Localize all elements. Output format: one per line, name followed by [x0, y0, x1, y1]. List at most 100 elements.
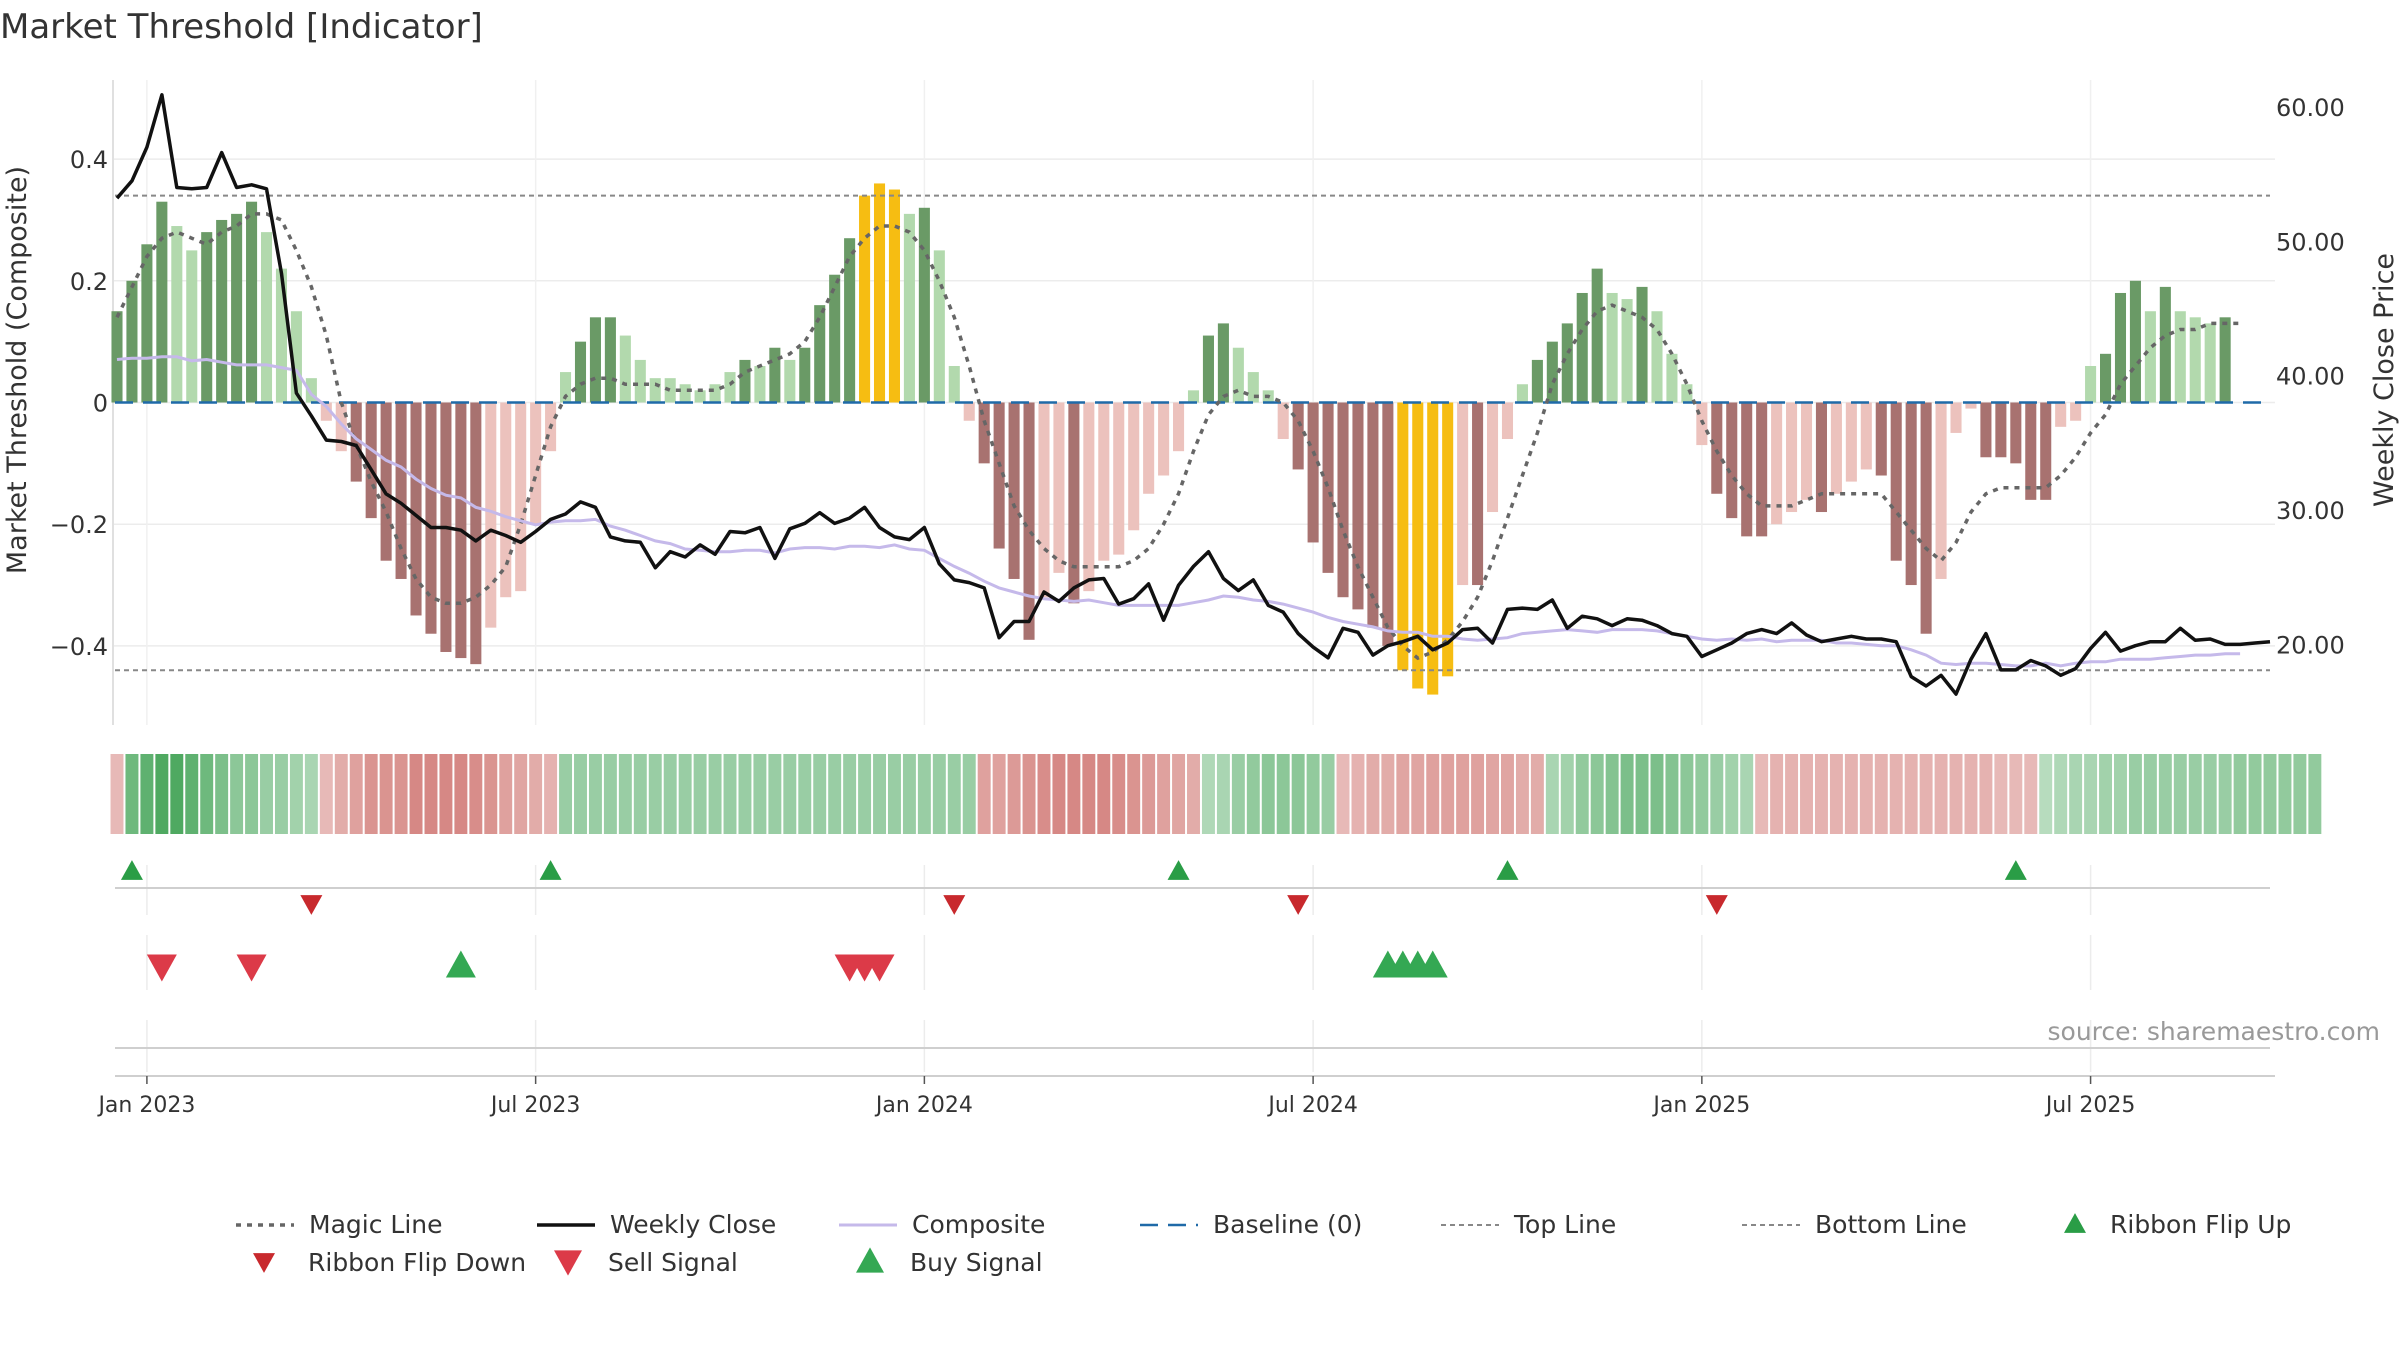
composite-bar	[1128, 402, 1140, 531]
ribbon-cell	[1770, 754, 1784, 834]
composite-bar	[1726, 402, 1738, 519]
ribbon-cell	[2069, 754, 2083, 834]
ribbon-cell	[2188, 754, 2202, 834]
composite-bar	[260, 232, 273, 403]
composite-bar	[888, 189, 901, 403]
ribbon-cell	[1336, 754, 1350, 834]
composite-bar	[380, 402, 392, 561]
ribbon-cell	[1994, 754, 2008, 834]
ribbon-cell	[185, 754, 199, 834]
ribbon-cell	[1725, 754, 1739, 834]
composite-bar	[634, 359, 646, 403]
legend-label: Top Line	[1513, 1210, 1616, 1239]
buy-signal-marker	[445, 950, 476, 978]
composite-bar	[111, 311, 123, 403]
composite-bar	[1457, 402, 1469, 586]
ribbon-cell	[1246, 754, 1260, 834]
composite-bar	[993, 402, 1005, 549]
ribbon-cell	[1575, 754, 1589, 834]
composite-bar	[769, 347, 781, 403]
composite-bar	[1815, 402, 1827, 513]
legend-swatch-ribbon-flip-up	[2064, 1213, 2086, 1233]
y-ticks-right: 60.00 50.00 40.00 30.00 20.00	[2276, 94, 2345, 660]
ribbon-cell	[574, 754, 587, 834]
ribbon-cell	[1979, 754, 1993, 834]
composite-bar	[2219, 317, 2231, 403]
ribbon-cell	[1157, 754, 1171, 834]
composite-bar	[1083, 402, 1095, 592]
ribbon-cell	[1381, 754, 1395, 834]
ribbon-cell	[1964, 754, 1978, 834]
ribbon-cell	[1844, 754, 1858, 834]
composite-bar	[335, 402, 347, 452]
composite-bar	[1038, 402, 1050, 598]
ribbon-cell	[678, 754, 692, 834]
y-tick-label-right: 60.00	[2276, 94, 2345, 122]
ribbon-cell	[2248, 754, 2262, 834]
ribbon-cell	[1366, 754, 1380, 834]
composite-bar	[275, 268, 287, 403]
composite-bar	[1756, 402, 1768, 537]
ribbon-cell	[588, 754, 602, 834]
ribbon-cell	[1605, 754, 1619, 834]
ribbon-cell	[873, 754, 886, 834]
ribbon-cell	[1486, 754, 1500, 834]
ribbon-cell	[1545, 754, 1559, 834]
composite-bar	[1875, 402, 1887, 476]
composite-bar	[1292, 402, 1304, 470]
composite-bar	[1322, 402, 1334, 573]
y-tick-label-left: −0.2	[50, 511, 108, 539]
composite-bar	[2189, 317, 2201, 403]
composite-line	[116, 355, 2241, 668]
ribbon-cell	[2203, 754, 2217, 834]
y-tick-label-left: 0.4	[70, 146, 108, 174]
legend-swatch-buy-signal	[856, 1247, 884, 1273]
composite-bar	[873, 183, 886, 403]
ribbon-cell	[1635, 754, 1649, 834]
composite-bar	[186, 250, 198, 403]
composite-bar	[739, 359, 751, 403]
composite-bar	[1711, 402, 1723, 494]
ribbon-cell	[2128, 754, 2142, 834]
ribbon-flip-down-marker	[943, 895, 966, 915]
composite-bar	[171, 226, 183, 403]
composite-bar	[530, 402, 542, 525]
ribbon-flip-up-marker	[539, 860, 562, 880]
ribbon-cell	[1142, 754, 1156, 834]
composite-bar	[290, 311, 302, 403]
composite-bar	[141, 244, 153, 403]
ribbon-cell	[1351, 754, 1365, 834]
ribbon-cell	[1456, 754, 1470, 834]
ribbon-cell	[155, 754, 169, 834]
ribbon-cell	[1695, 754, 1709, 834]
composite-bar	[1771, 402, 1783, 525]
legend-label: Baseline (0)	[1213, 1210, 1362, 1239]
ribbon-cell	[1560, 754, 1574, 834]
composite-bar	[1202, 335, 1214, 403]
ribbon-cell	[858, 754, 872, 834]
ribbon-cell	[1740, 754, 1754, 834]
ribbon-cell	[663, 754, 677, 834]
ribbon-cell	[1859, 754, 1873, 834]
ribbon-cell	[1680, 754, 1694, 834]
ribbon-cell	[230, 754, 244, 834]
composite-bar	[395, 402, 407, 579]
ribbon-cell	[2009, 754, 2023, 834]
sell-signal-marker	[236, 954, 267, 982]
composite-bar	[754, 365, 766, 403]
ribbon-cell	[1426, 754, 1440, 834]
ribbon-cell	[2173, 754, 2187, 834]
ribbon-cell	[1261, 754, 1275, 834]
ribbon-cell	[349, 754, 363, 834]
composite-bar	[1905, 402, 1917, 586]
composite-bar	[918, 207, 930, 403]
ribbon-cell	[1515, 754, 1529, 834]
composite-bar	[1053, 402, 1065, 573]
ribbon-cell	[1441, 754, 1455, 834]
ribbon-cell	[394, 754, 408, 834]
composite-bar	[1023, 402, 1035, 640]
legend-swatch-ribbon-flip-down	[253, 1253, 275, 1273]
composite-bar	[1068, 402, 1080, 604]
ribbon-cell	[633, 754, 647, 834]
